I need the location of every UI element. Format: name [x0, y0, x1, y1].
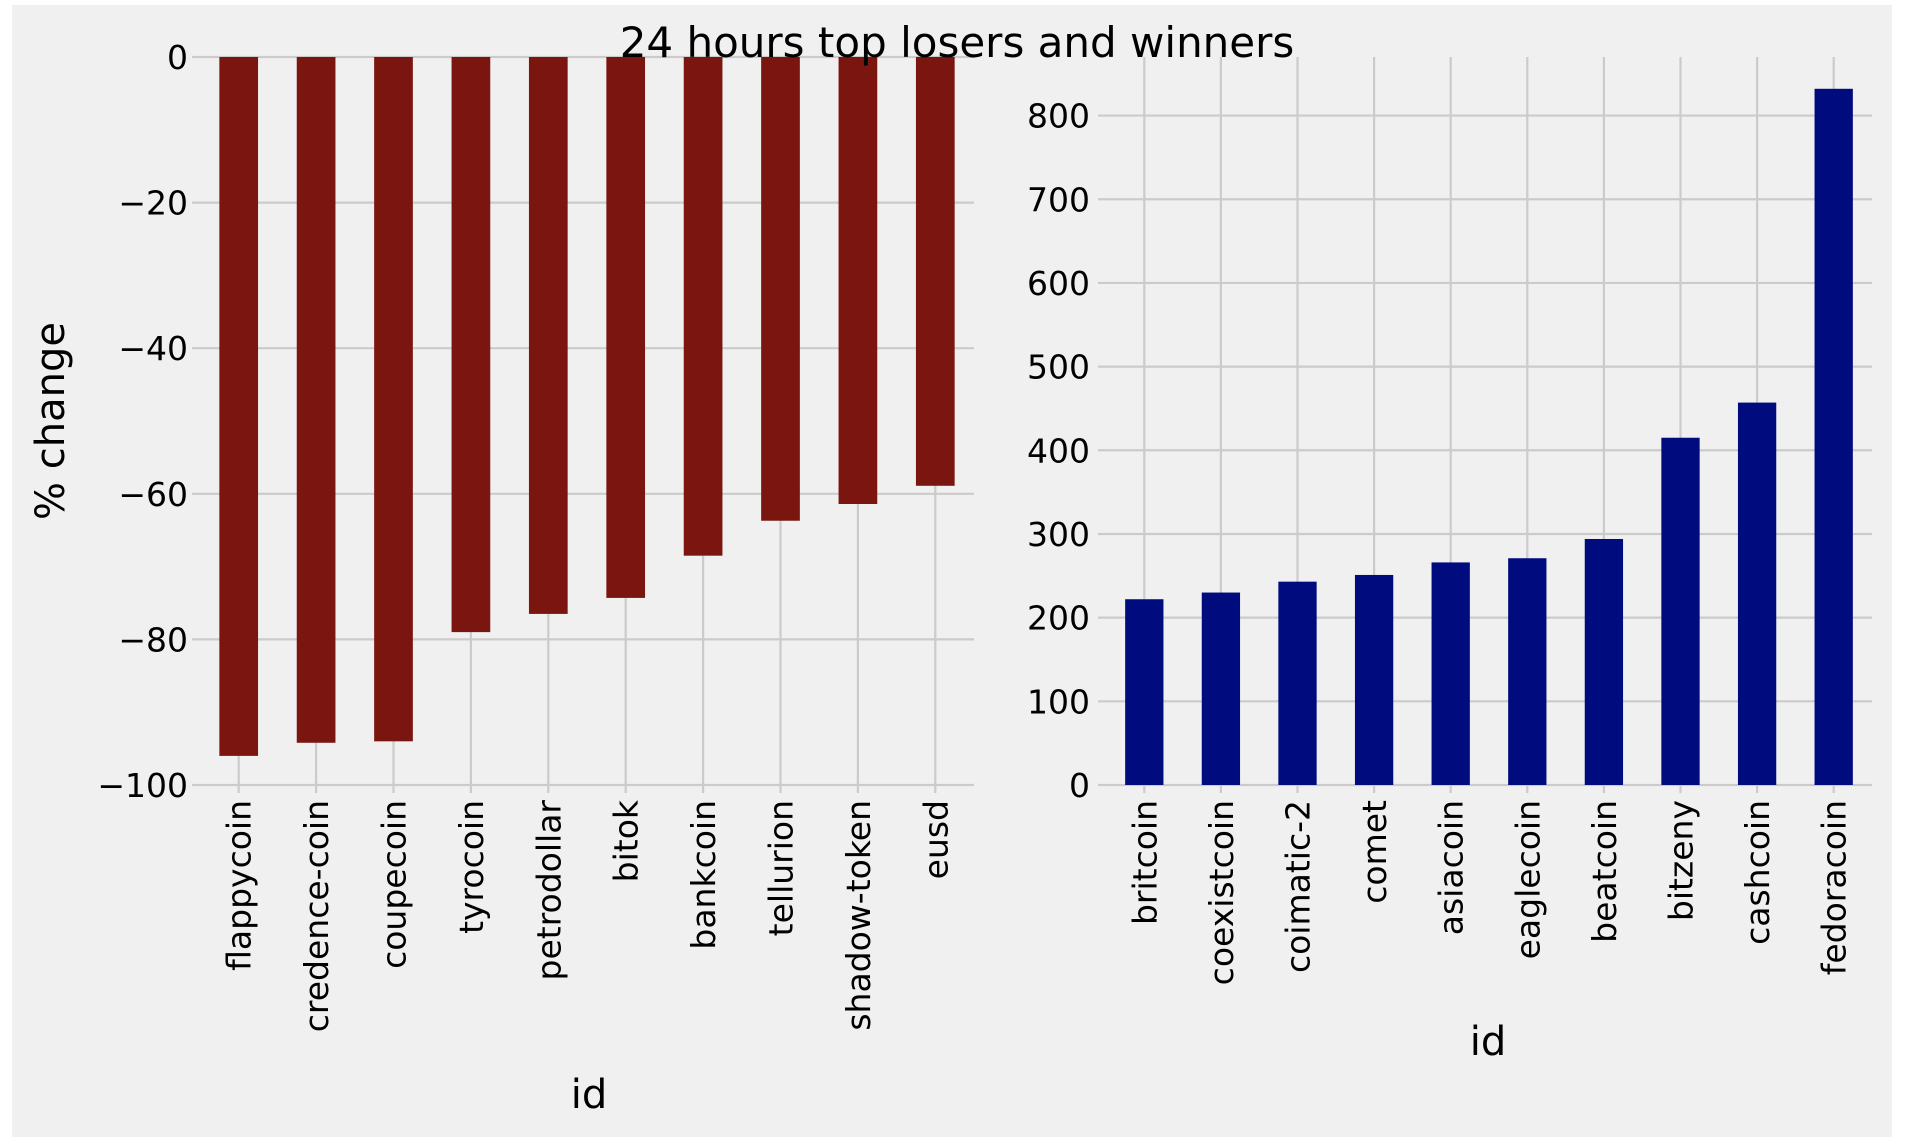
losers-xtick-label: credence-coin	[297, 800, 336, 1032]
losers-ytick-label: 0	[167, 38, 188, 77]
losers-xtick-label: flappycoin	[220, 800, 259, 971]
winners-ytick-label: 200	[1027, 599, 1090, 638]
winners-xtick-label: beatcoin	[1585, 800, 1624, 943]
losers-chart-panel: 0 −20 −40 −60 −80 −100 flappycoin credence-coi…	[28, 38, 974, 1118]
winners-ytick-label: 0	[1069, 766, 1090, 805]
winners-bar-comet	[1354, 574, 1394, 785]
winners-xtick-label: britcoin	[1125, 800, 1164, 925]
winners-ytick-label: 400	[1027, 431, 1090, 470]
losers-bar-credence-coin	[296, 57, 336, 743]
winners-ytick-label: 800	[1027, 97, 1090, 136]
winners-bar-asiacoin	[1431, 562, 1470, 785]
losers-bar-tyrocoin	[451, 57, 491, 633]
losers-ytick-label: −100	[97, 766, 188, 805]
losers-bar-petrodollar	[528, 57, 568, 614]
losers-bar-shadow-token	[838, 57, 878, 504]
winners-bar-beatcoin	[1584, 538, 1624, 785]
losers-xtick-label: eusd	[916, 800, 955, 879]
losers-xtick-label: bitok	[607, 799, 646, 882]
winners-chart-panel: 0 100 200 300 400 500 600 700 800 britcoin coexis…	[1027, 57, 1872, 1065]
losers-bar-tellurion	[761, 57, 800, 521]
winners-ytick-label: 500	[1027, 348, 1090, 387]
losers-xtick-label: coupecoin	[375, 800, 414, 969]
losers-xtick-label: tyrocoin	[452, 800, 491, 934]
losers-bar-bitok	[606, 57, 646, 598]
winners-xtick-label: coimatic-2	[1279, 800, 1318, 973]
winners-bar-bitzeny	[1661, 437, 1700, 785]
losers-bar-coupecoin	[374, 57, 413, 742]
losers-xtick-label: shadow-token	[839, 800, 878, 1031]
losers-xlabel: id	[571, 1072, 608, 1118]
losers-bar-bankcoin	[683, 57, 723, 556]
losers-bar-flappycoin	[219, 57, 259, 756]
losers-ylabel: % change	[28, 322, 74, 520]
losers-ytick-label: −80	[118, 620, 188, 659]
winners-xlabel: id	[1470, 1019, 1507, 1065]
winners-xtick-label: bitzeny	[1662, 800, 1701, 921]
winners-ytick-label: 700	[1027, 180, 1090, 219]
losers-xtick-label: bankcoin	[684, 800, 723, 950]
losers-bar-eusd	[915, 57, 955, 486]
winners-bar-coimatic-2	[1278, 581, 1317, 785]
losers-ytick-label: −60	[118, 475, 188, 514]
winners-xtick-label: asiacoin	[1432, 800, 1471, 935]
losers-ytick-label: −40	[118, 329, 188, 368]
winners-xtick-label: cashcoin	[1738, 800, 1777, 945]
winners-ytick-label: 300	[1027, 515, 1090, 554]
losers-ytick-label: −20	[118, 184, 188, 223]
winners-bar-eaglecoin	[1508, 558, 1547, 785]
winners-xtick-label: fedoracoin	[1815, 800, 1854, 975]
losers-xtick-label: tellurion	[762, 800, 801, 936]
winners-bar-britcoin	[1125, 599, 1164, 785]
figure-title: 24 hours top losers and winners	[620, 18, 1295, 67]
winners-bar-coexistcoin	[1201, 592, 1241, 785]
winners-ytick-label: 600	[1027, 264, 1090, 303]
winners-xtick-label: comet	[1355, 800, 1394, 904]
winners-bar-fedoracoin	[1814, 88, 1853, 785]
winners-bar-cashcoin	[1737, 402, 1777, 785]
losers-xtick-label: petrodollar	[529, 800, 568, 981]
winners-ytick-label: 100	[1027, 682, 1090, 721]
winners-xtick-label: eaglecoin	[1508, 800, 1547, 959]
winners-xtick-label: coexistcoin	[1202, 800, 1241, 985]
